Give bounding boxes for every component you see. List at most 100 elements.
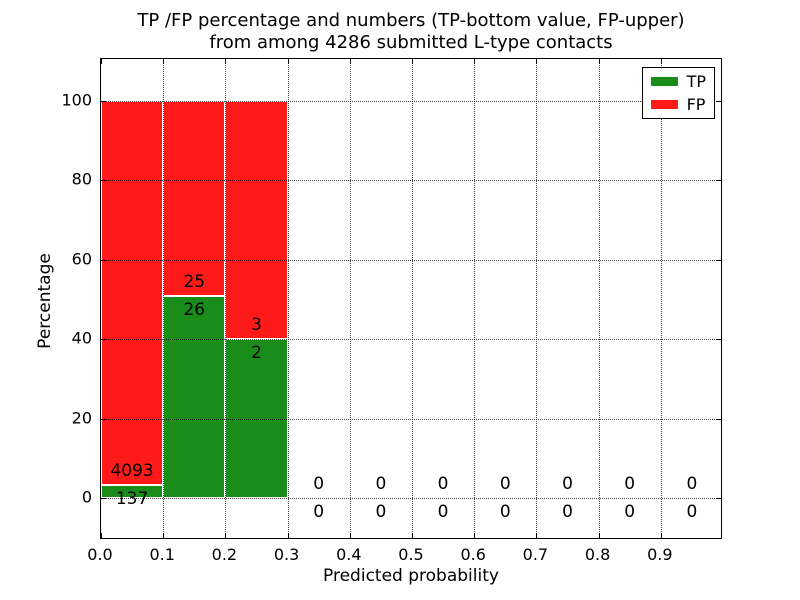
fp-count-label: 3: [251, 315, 262, 336]
fp-count-label: 4093: [110, 461, 154, 482]
tp-count-label: 0: [313, 502, 325, 523]
y-tick-mark: [716, 180, 721, 182]
fp-count-label: 0: [499, 474, 511, 495]
fp-count-label: 0: [562, 474, 573, 495]
x-gridline: [349, 59, 351, 538]
x-gridline: [287, 59, 289, 538]
x-tick-label: 0.8: [584, 545, 611, 564]
x-tick-mark: [660, 533, 662, 538]
x-tick-mark: [598, 533, 600, 538]
x-gridline: [163, 59, 165, 538]
y-tick-label: 40: [71, 328, 92, 348]
x-tick-mark: [101, 533, 102, 538]
y-gridline: [101, 418, 721, 420]
x-tick-label: 0.1: [149, 545, 175, 564]
tp-count-label: 0: [624, 502, 636, 523]
y-tick-mark: [716, 100, 721, 102]
x-tick-label: 0.3: [273, 545, 300, 564]
x-tick-label: 0.4: [336, 545, 362, 564]
chart-title: TP /FP percentage and numbers (TP-bottom…: [100, 10, 722, 54]
tp-count-label: 0: [437, 502, 449, 523]
y-tick-label: 80: [71, 169, 92, 189]
x-gridline: [412, 59, 413, 538]
x-tick-mark: [163, 59, 165, 64]
tp-count-label: 0: [686, 502, 698, 523]
x-tick-mark: [598, 59, 600, 64]
x-tick-mark: [163, 533, 165, 538]
x-tick-mark: [225, 59, 227, 64]
y-tick-label: 0: [81, 487, 92, 507]
x-tick-mark: [287, 533, 289, 538]
tp-bar-segment: [163, 295, 226, 499]
x-tick-mark: [349, 59, 351, 64]
y-tick-label: 20: [71, 408, 92, 428]
y-gridline: [101, 100, 721, 102]
y-tick-mark: [101, 100, 106, 102]
x-gridline: [660, 59, 662, 538]
x-tick-mark: [474, 533, 476, 538]
y-gridline: [101, 259, 721, 261]
fp-count-label: 0: [375, 474, 387, 495]
fp-legend-swatch: [650, 100, 678, 109]
fp-count-label: 0: [313, 474, 325, 495]
tp-count-label: 2: [251, 343, 262, 364]
plot-area: TP FP 4093 137 25 26 3 2 0 0 0 0 0 0 0 0 0 0 0 0 0 0: [100, 58, 722, 539]
tp-count-label: 137: [115, 489, 149, 510]
x-gridline: [225, 59, 227, 538]
y-gridline: [101, 339, 721, 341]
tp-count-label: 0: [375, 502, 387, 523]
y-tick-mark: [716, 418, 721, 420]
y-tick-mark: [716, 498, 721, 500]
fp-bar-segment: [163, 100, 226, 296]
x-tick-mark: [225, 533, 227, 538]
x-tick-mark: [287, 59, 289, 64]
x-tick-label: 0.5: [398, 545, 424, 564]
legend: TP FP: [641, 67, 715, 119]
x-gridline: [536, 59, 538, 538]
chart-title-line1: TP /FP percentage and numbers (TP-bottom…: [137, 10, 685, 31]
x-gridline: [474, 59, 476, 538]
y-tick-mark: [716, 259, 721, 261]
y-gridline: [101, 498, 721, 500]
x-tick-label: 0.7: [522, 545, 549, 564]
fp-bar-segment: [101, 100, 164, 486]
tp-count-label: 0: [499, 502, 511, 523]
x-tick-label: 0.9: [647, 545, 673, 564]
tp-count-label: 26: [183, 299, 206, 320]
y-tick-mark: [716, 339, 721, 341]
x-tick-mark: [660, 59, 662, 64]
y-gridline: [101, 180, 721, 182]
fp-bar-segment: [225, 100, 288, 340]
x-tick-mark: [536, 59, 538, 64]
y-tick-mark: [101, 498, 106, 500]
x-axis-label: Predicted probability: [323, 566, 499, 586]
fp-count-label: 0: [624, 474, 636, 495]
y-tick-label: 60: [71, 249, 92, 269]
x-tick-mark: [412, 59, 413, 64]
tp-legend-swatch: [650, 77, 678, 86]
x-tick-mark: [349, 533, 351, 538]
y-tick-mark: [101, 339, 106, 341]
legend-entry: TP: [650, 72, 706, 91]
legend-entry: FP: [650, 95, 706, 114]
y-tick-mark: [101, 259, 106, 261]
y-tick-mark: [101, 418, 106, 420]
y-tick-mark: [101, 180, 106, 182]
tp-count-label: 0: [562, 502, 573, 523]
fp-count-label: 25: [183, 271, 206, 292]
y-tick-label: 100: [61, 90, 92, 110]
legend-label: FP: [686, 95, 706, 114]
x-tick-mark: [536, 533, 538, 538]
x-tick-mark: [412, 533, 413, 538]
chart-title-line2: from among 4286 submitted L-type contact…: [209, 32, 613, 53]
x-gridline: [598, 59, 600, 538]
x-tick-label: 0.6: [460, 545, 486, 564]
x-tick-label: 0.2: [211, 545, 238, 564]
x-tick-label: 0.0: [87, 545, 113, 564]
x-tick-mark: [101, 59, 102, 64]
legend-label: TP: [686, 72, 706, 91]
fp-count-label: 0: [686, 474, 698, 495]
fp-count-label: 0: [437, 474, 449, 495]
tp-bar-segment: [101, 485, 164, 499]
